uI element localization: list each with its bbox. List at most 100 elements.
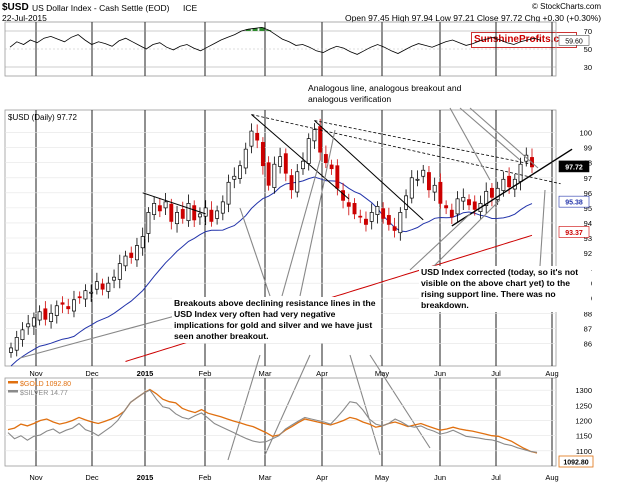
candle-body bbox=[266, 162, 271, 186]
sma200-label-box bbox=[558, 226, 590, 238]
candle-body bbox=[283, 153, 288, 174]
instrument-name: US Dollar Index - Cash Settle (EOD) bbox=[32, 3, 170, 13]
candle-body bbox=[323, 154, 328, 164]
sma50-label-box bbox=[558, 195, 590, 208]
candle-body bbox=[398, 212, 403, 234]
price-tick-label: 92 bbox=[584, 249, 592, 258]
panel-frame bbox=[4, 377, 557, 467]
candle-body bbox=[157, 205, 162, 212]
candle-body bbox=[278, 156, 283, 167]
pointer-line bbox=[19, 315, 176, 359]
price-tick-label: 95 bbox=[584, 204, 592, 213]
candle-body bbox=[421, 169, 426, 177]
candle-body bbox=[20, 329, 25, 340]
candle-body bbox=[472, 201, 477, 210]
annotation-right: USD Index corrected (today, so it's not … bbox=[419, 266, 591, 312]
gs-x-label: May bbox=[375, 473, 389, 482]
candle-body bbox=[152, 203, 157, 216]
pointer-line bbox=[299, 129, 336, 297]
candle-body bbox=[518, 163, 523, 182]
candle-body bbox=[455, 198, 460, 215]
candle-body bbox=[169, 203, 174, 222]
candle-body bbox=[495, 187, 500, 200]
price-tick-label: 94 bbox=[584, 219, 592, 228]
candle-body bbox=[461, 196, 466, 202]
candle-body bbox=[106, 282, 111, 292]
pointer-line bbox=[429, 199, 501, 271]
candle-body bbox=[260, 142, 265, 167]
sma50-line bbox=[10, 176, 533, 367]
rsi-tick-label: 50 bbox=[584, 45, 592, 54]
sma50-label: 95.38 bbox=[565, 200, 583, 207]
candle-body bbox=[335, 165, 340, 189]
gold-line bbox=[7, 388, 538, 454]
gs-x-label: Dec bbox=[85, 473, 99, 482]
candle-body bbox=[83, 290, 88, 300]
rsi-last-label: 59.60 bbox=[565, 38, 583, 45]
price-tick-label: 99 bbox=[584, 144, 592, 153]
pointer-line bbox=[239, 207, 271, 297]
candle-body bbox=[9, 347, 13, 353]
candle-body bbox=[163, 201, 168, 209]
price-last-label-box bbox=[558, 160, 590, 173]
candle-body bbox=[197, 213, 202, 218]
legend-gold: $GOLD 1092.80 bbox=[20, 381, 71, 388]
price-x-label: Dec bbox=[85, 369, 99, 378]
price-x-label: Jul bbox=[491, 369, 501, 378]
legend-silver: $SILVER 14.77 bbox=[20, 390, 68, 397]
pointer-line bbox=[409, 213, 471, 271]
pointer-line bbox=[449, 107, 491, 181]
annotation-top: Analogous line, analogous breakout and a… bbox=[306, 82, 478, 106]
candle-body bbox=[37, 311, 42, 321]
rsi-tick-label: 30 bbox=[584, 63, 592, 72]
candle-body bbox=[415, 178, 420, 181]
candle-body bbox=[295, 171, 300, 193]
candle-body bbox=[60, 302, 65, 305]
price-tick-label: 96 bbox=[584, 189, 592, 198]
gs-x-label: Apr bbox=[316, 473, 328, 482]
trendline bbox=[314, 120, 424, 221]
candle-body bbox=[255, 132, 260, 141]
gs-x-label: Mar bbox=[259, 473, 272, 482]
candle-body bbox=[243, 148, 248, 169]
price-tick-label: 93 bbox=[584, 234, 592, 243]
candle-body bbox=[43, 308, 48, 320]
price-x-label: Mar bbox=[259, 369, 272, 378]
price-panel-title: $USD (Daily) 97.72 bbox=[8, 113, 77, 122]
candle-body bbox=[386, 215, 391, 225]
gs-x-label: Aug bbox=[545, 473, 558, 482]
trendline bbox=[451, 148, 573, 227]
candle-body bbox=[375, 206, 380, 216]
candle-body bbox=[175, 212, 179, 225]
candle-body bbox=[346, 202, 351, 207]
pointer-line bbox=[459, 107, 521, 161]
price-tick-label: 100 bbox=[579, 129, 592, 138]
price-tick-label: 97 bbox=[584, 174, 592, 183]
rsi-last-box bbox=[558, 35, 590, 46]
candle-body bbox=[381, 208, 386, 219]
candle-body bbox=[507, 175, 512, 188]
candle-body bbox=[289, 175, 294, 191]
candle-body bbox=[220, 201, 225, 214]
candle-body bbox=[432, 184, 437, 193]
symbol-label: $USD bbox=[2, 2, 29, 13]
candle-body bbox=[215, 210, 220, 219]
silver-line bbox=[7, 389, 538, 453]
candle-body bbox=[238, 165, 242, 179]
candle-body bbox=[180, 209, 185, 219]
gs-tick-label: 1100 bbox=[576, 447, 592, 456]
candle-body bbox=[489, 187, 494, 198]
candle-body bbox=[358, 215, 363, 218]
gold-last-label: 1092.80 bbox=[563, 460, 588, 467]
candle-body bbox=[100, 283, 105, 290]
gs-tick-label: 1150 bbox=[576, 432, 592, 441]
candle-body bbox=[94, 281, 99, 290]
candle-body bbox=[123, 255, 128, 267]
candle-body bbox=[318, 126, 323, 153]
candle-body bbox=[484, 190, 489, 206]
price-x-label: 2015 bbox=[137, 369, 154, 378]
candle-body bbox=[54, 305, 59, 316]
credit-label: © StockCharts.com bbox=[532, 2, 602, 11]
candle-body bbox=[364, 218, 368, 225]
candle-body bbox=[409, 177, 414, 199]
